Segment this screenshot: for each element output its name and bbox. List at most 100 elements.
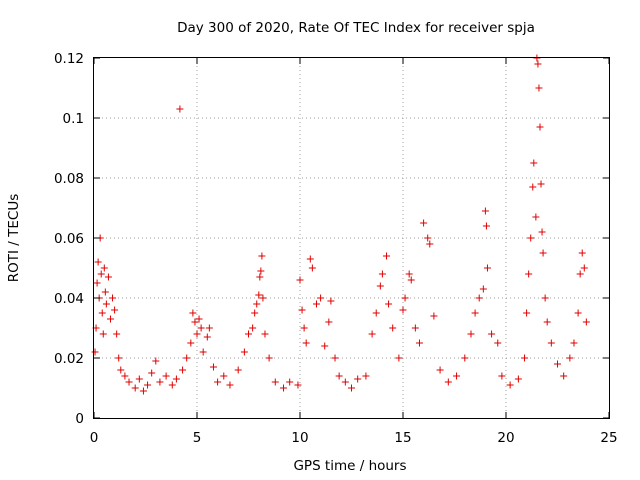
data-point [354, 375, 362, 383]
data-point [98, 309, 106, 317]
data-point [106, 315, 114, 323]
data-point [430, 312, 438, 320]
y-tick-label: 0.08 [54, 171, 84, 187]
data-point [104, 273, 112, 281]
data-point [538, 228, 546, 236]
data-point [203, 333, 211, 341]
data-point [97, 270, 105, 278]
data-point [395, 354, 403, 362]
data-point [547, 339, 555, 347]
axis-ticks: 0 5 10 15 20 25 0 0.02 0.04 0.06 0.08 0.1 0.12 [54, 51, 618, 446]
x-tick-label: 15 [394, 430, 411, 446]
data-point [294, 381, 302, 389]
data-point [249, 324, 257, 332]
data-point [514, 375, 522, 383]
data-point [255, 291, 263, 299]
x-axis-label: GPS time / hours [293, 458, 406, 474]
y-tick-label: 0.02 [54, 351, 84, 367]
data-point [483, 264, 491, 272]
data-point [385, 300, 393, 308]
data-point [467, 330, 475, 338]
data-point [102, 300, 110, 308]
data-point [453, 372, 461, 380]
data-point [479, 285, 487, 293]
data-point [498, 372, 506, 380]
data-point [537, 180, 545, 188]
data-point [521, 354, 529, 362]
x-tick-label: 25 [600, 430, 617, 446]
data-point [121, 372, 129, 380]
data-point [420, 219, 428, 227]
data-point [162, 372, 170, 380]
data-point [539, 249, 547, 257]
data-point [187, 339, 195, 347]
data-point [407, 276, 415, 284]
data-point [189, 309, 197, 317]
data-point [348, 384, 355, 392]
data-point [286, 378, 294, 386]
data-point [195, 315, 203, 323]
data-point [306, 255, 314, 263]
data-point [234, 366, 242, 374]
data-point [426, 240, 434, 248]
data-point [471, 309, 479, 317]
data-point [541, 294, 549, 302]
data-point [205, 324, 213, 332]
data-point [424, 234, 432, 242]
data-point [259, 294, 267, 302]
data-point [199, 348, 207, 356]
data-point [327, 297, 335, 305]
data-point [525, 270, 533, 278]
data-point [261, 330, 269, 338]
data-point [582, 318, 590, 326]
data-point [251, 309, 259, 317]
data-point [144, 381, 152, 389]
data-point [113, 330, 121, 338]
data-point [100, 264, 108, 272]
data-point [534, 60, 542, 68]
data-point [152, 357, 160, 365]
data-point [135, 375, 143, 383]
data-point [296, 276, 304, 284]
x-tick-label: 5 [193, 430, 202, 446]
data-point [317, 294, 325, 302]
data-point [405, 270, 413, 278]
data-point [156, 378, 164, 386]
data-point [554, 360, 561, 368]
data-point [506, 381, 514, 389]
data-point [488, 330, 496, 338]
data-point [461, 354, 469, 362]
data-point [543, 318, 551, 326]
data-point [245, 330, 252, 338]
data-point [535, 84, 543, 92]
data-point [93, 279, 101, 287]
data-point [325, 318, 333, 326]
data-point [527, 234, 535, 242]
data-point [536, 123, 544, 131]
data-point [399, 306, 407, 314]
data-point [172, 375, 180, 383]
data-point [226, 381, 234, 389]
data-point [566, 354, 574, 362]
data-point [131, 384, 139, 392]
chart-title: Day 300 of 2020, Rate Of TEC Index for r… [177, 20, 535, 36]
data-point [94, 258, 102, 266]
data-point [529, 183, 537, 191]
data-point [298, 306, 306, 314]
y-tick-label: 0.1 [63, 111, 84, 127]
data-point [183, 354, 191, 362]
data-point [436, 366, 444, 374]
data-point [101, 288, 109, 296]
data-points [91, 54, 590, 395]
data-point [125, 378, 133, 386]
data-point [271, 378, 279, 386]
data-point [383, 252, 391, 260]
data-point [176, 105, 184, 113]
y-tick-label: 0 [75, 411, 84, 427]
data-point [415, 339, 423, 347]
grid [94, 58, 609, 418]
data-point [321, 342, 329, 350]
data-point [302, 339, 310, 347]
data-point [197, 324, 205, 332]
